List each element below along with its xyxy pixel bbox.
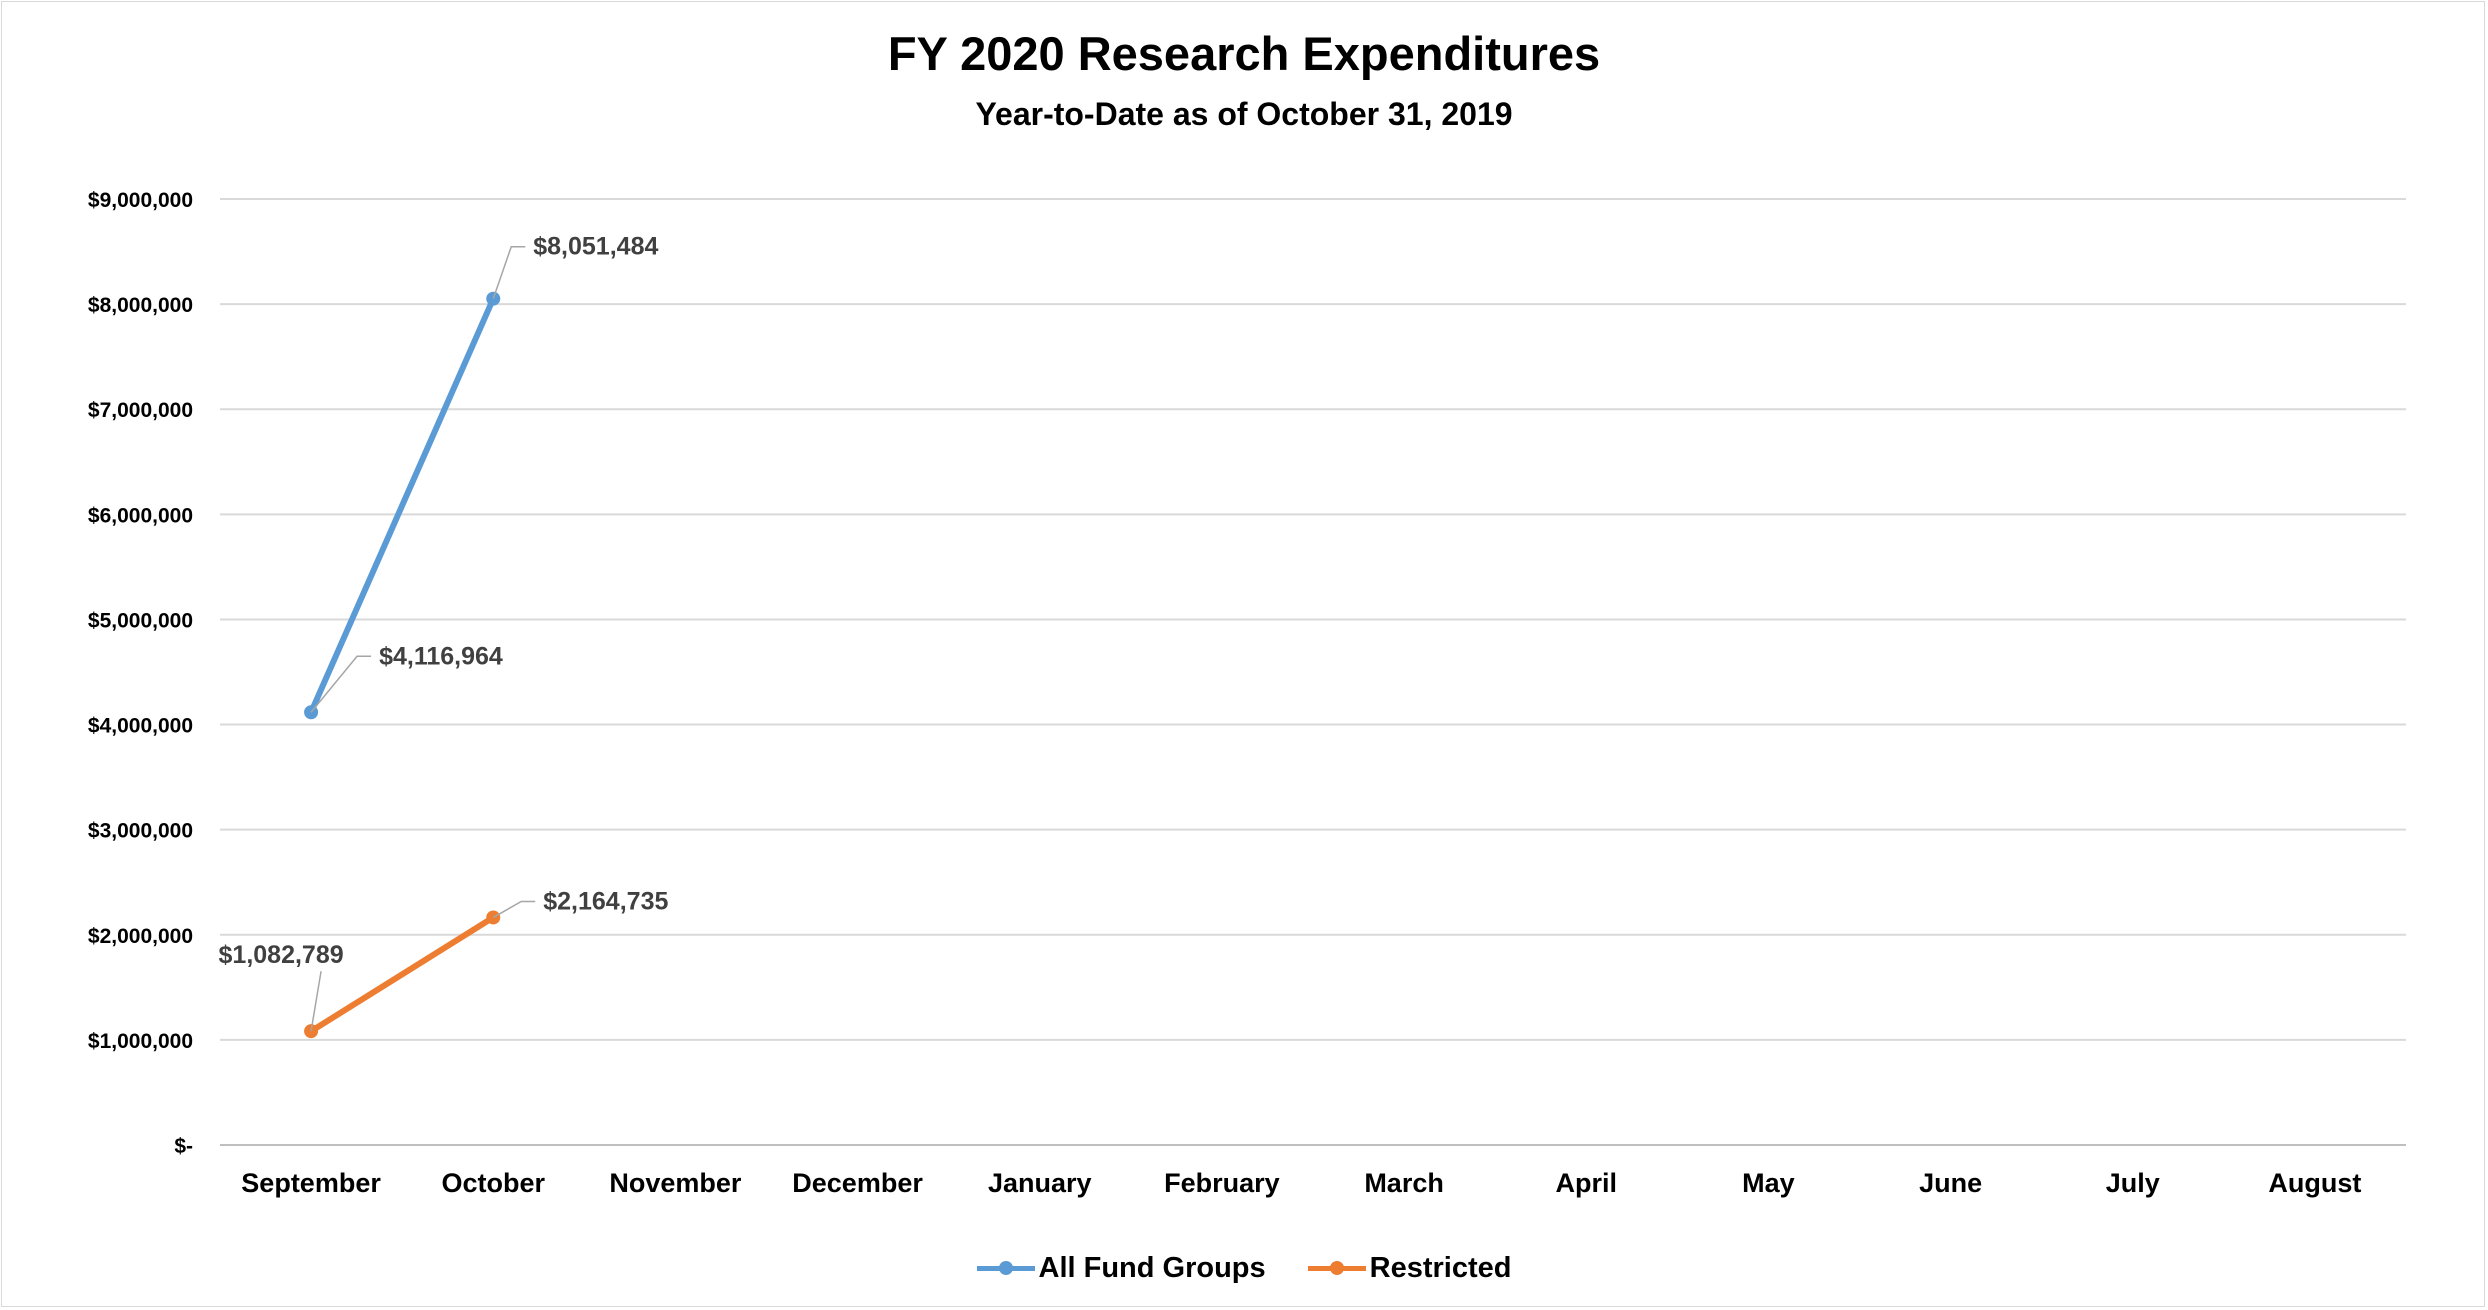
y-tick-label: $6,000,000 (88, 504, 193, 527)
x-tick-label: February (1164, 1168, 1280, 1198)
data-labels-layer: $4,116,964 $8,051,484 $1,082,789 $2,164,735 (219, 233, 668, 1032)
label-leader-line (310, 655, 372, 713)
legend-swatch-all-fund-groups (976, 1248, 1035, 1288)
line-chart: $- $1,000,000 $2,000,000 $3,000,000 $4,000,0… (88, 189, 2406, 1198)
data-label: $2,164,735 (543, 887, 668, 915)
y-tick-label: $9,000,000 (88, 189, 193, 212)
label-leader-line (492, 900, 536, 919)
x-tick-label: December (792, 1168, 923, 1198)
x-tick-label: September (241, 1168, 381, 1198)
x-tick-label: January (988, 1168, 1092, 1198)
y-axis-ticks: $- $1,000,000 $2,000,000 $3,000,000 $4,000,0… (88, 189, 193, 1158)
x-tick-label: April (1555, 1168, 1617, 1198)
y-tick-label: $8,000,000 (88, 294, 193, 317)
x-tick-label: July (2106, 1168, 2160, 1198)
x-tick-label: November (609, 1168, 742, 1198)
chart-title: FY 2020 Research Expenditures (887, 27, 1601, 80)
y-tick-label: $1,000,000 (88, 1030, 193, 1053)
y-tick-label: $3,000,000 (88, 820, 193, 843)
legend-label-restricted: Restricted (1369, 1251, 1512, 1284)
x-tick-label: August (2268, 1168, 2361, 1198)
gridlines (220, 198, 2406, 1146)
data-label: $8,051,484 (533, 233, 658, 261)
y-tick-label: $5,000,000 (88, 609, 193, 632)
data-label: $4,116,964 (379, 642, 503, 670)
y-tick-label: $4,000,000 (88, 715, 193, 738)
y-tick-label: $2,000,000 (88, 925, 193, 948)
legend: All Fund Groups Restricted (0, 1248, 2488, 1288)
x-tick-label: June (1919, 1168, 1982, 1198)
series-line (308, 295, 497, 716)
x-tick-label: October (441, 1168, 545, 1198)
legend-item-all-fund-groups[interactable]: All Fund Groups (976, 1248, 1266, 1288)
label-leader-line (492, 245, 526, 299)
chart-subtitle: Year-to-Date as of October 31, 2019 (975, 96, 1513, 132)
x-axis-ticks: September October November December January F… (241, 1168, 2361, 1198)
y-tick-label: $7,000,000 (88, 399, 193, 422)
series-line (308, 914, 497, 1035)
legend-label-all-fund-groups: All Fund Groups (1038, 1251, 1266, 1284)
x-tick-label: March (1364, 1168, 1444, 1198)
legend-item-restricted[interactable]: Restricted (1307, 1248, 1512, 1288)
x-tick-label: May (1742, 1168, 1795, 1198)
y-tick-label: $- (174, 1135, 193, 1158)
data-label: $1,082,789 (219, 941, 344, 969)
label-leader-line (310, 971, 322, 1032)
legend-swatch-restricted (1307, 1248, 1366, 1288)
